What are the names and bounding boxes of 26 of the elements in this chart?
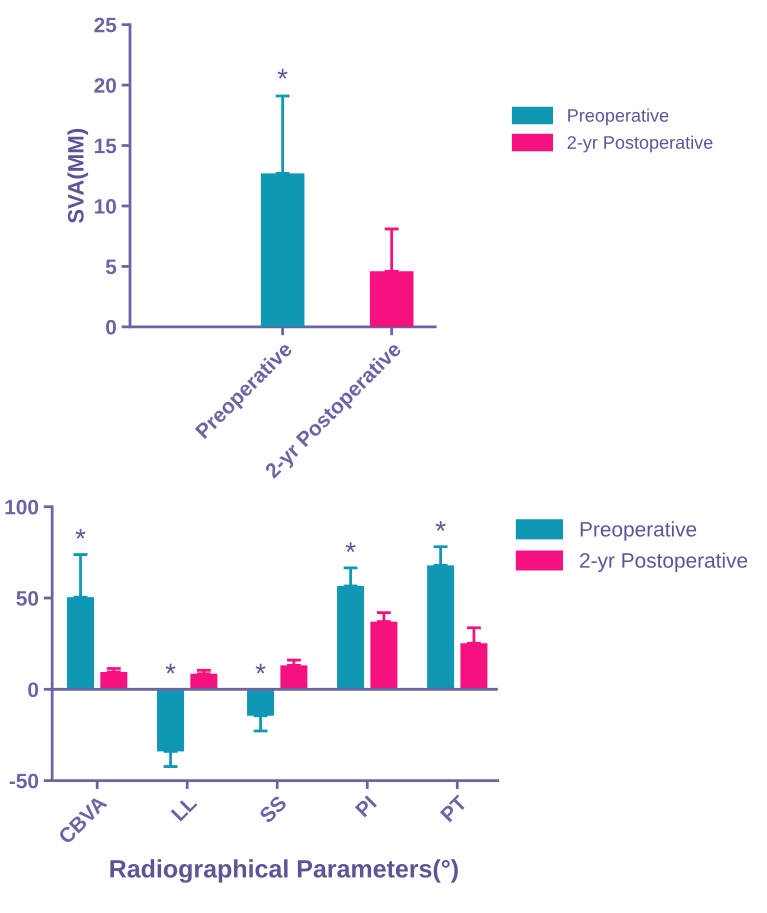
y-tick-label: 25 — [94, 18, 116, 32]
legend-label: 2-yr Postoperative — [568, 136, 712, 152]
annotation: * — [256, 664, 266, 674]
y-tick-label: 15 — [94, 138, 116, 154]
y-tick-label: 100 — [6, 500, 38, 514]
y-tick-label: 0 — [28, 682, 38, 698]
x-tick-label: PI — [354, 795, 377, 818]
x-tick-label: LL — [170, 794, 198, 822]
annotation: * — [346, 542, 356, 552]
x-tick-label: SS — [258, 794, 288, 824]
y-tick-label: -50 — [10, 774, 38, 788]
y-tick-label: 5 — [106, 260, 116, 274]
legend-label: Preoperative — [580, 521, 696, 541]
y-axis-title: SVA(MM) — [67, 128, 88, 224]
annotation: * — [436, 521, 446, 531]
x-axis-title: Radiographical Parameters(°) — [110, 859, 458, 883]
legend-label: Preoperative — [568, 108, 668, 126]
y-tick-label: 10 — [94, 198, 116, 214]
y-tick-label: 50 — [16, 591, 38, 606]
annotation: * — [76, 528, 86, 539]
annotation: * — [166, 664, 176, 674]
y-tick-label: 0 — [106, 320, 116, 335]
legend-label: 2-yr Postoperative — [580, 552, 748, 572]
x-tick-label: PT — [440, 794, 468, 822]
annotation: * — [278, 68, 288, 79]
y-tick-label: 20 — [94, 78, 116, 93]
